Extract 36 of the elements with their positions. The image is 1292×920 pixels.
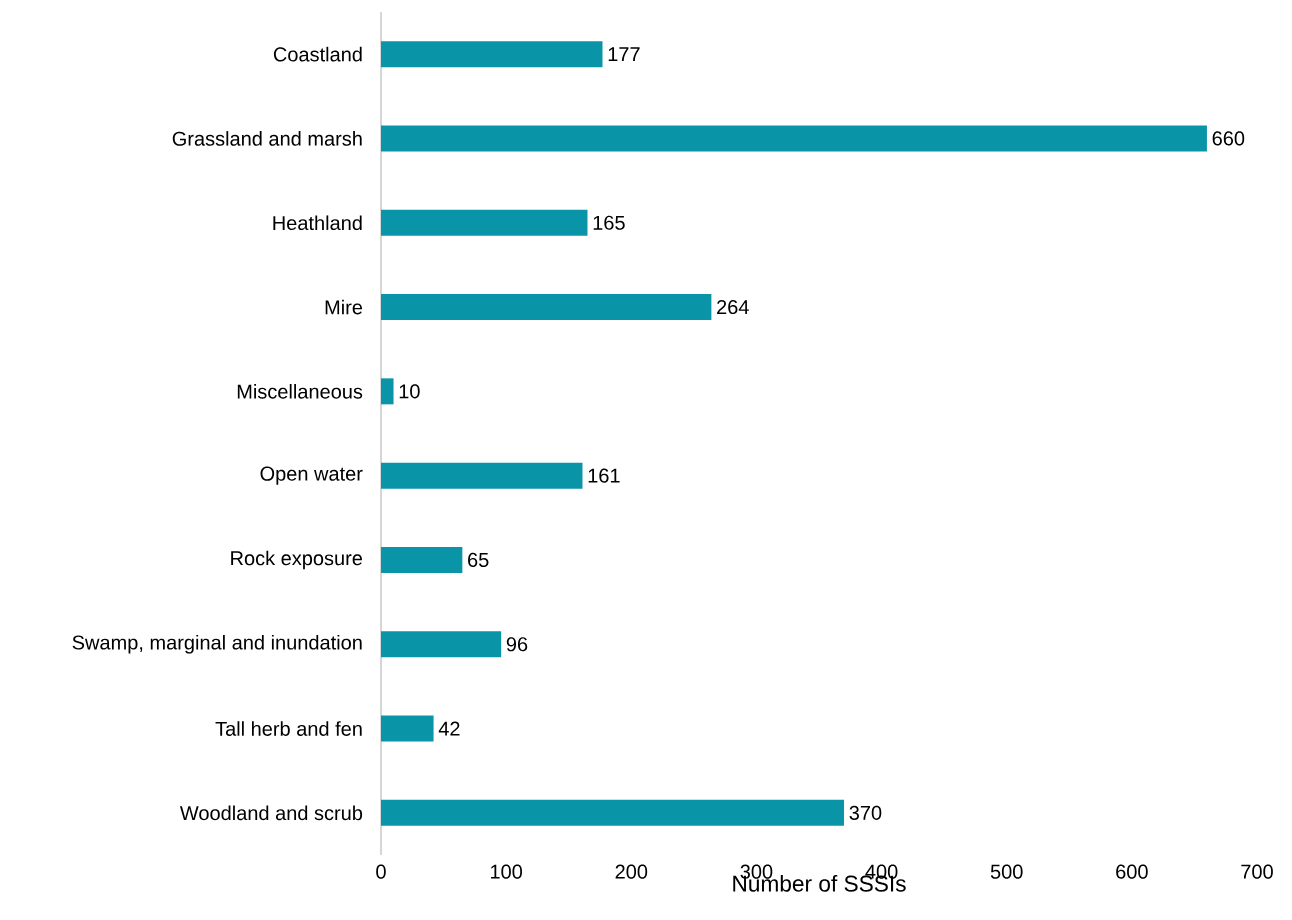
y-tick-label: Open water [260,466,363,485]
data-label: 10 [399,384,420,399]
x-tick-label: 0 [376,864,386,879]
bar [381,378,394,405]
y-tick-label: Miscellaneous [237,384,363,399]
x-tick-label: 200 [615,864,648,879]
y-tick-label: Grassland and marsh [172,131,362,146]
y-tick-label: Woodland and scrub [179,805,363,821]
bar [381,462,583,489]
data-label: 660 [1212,131,1245,146]
data-label: 370 [849,805,882,820]
x-tick-label: 500 [990,864,1023,879]
x-tick-label: 600 [1116,864,1148,879]
bar [381,715,434,742]
y-tick-label: Swamp, marginal and inundation [72,634,362,654]
x-tick-label: 700 [1241,864,1273,879]
y-tick-label: Coastland [273,46,362,62]
bar [381,125,1207,152]
data-label: 96 [506,637,528,652]
data-label: 264 [717,299,749,315]
data-label: 42 [438,721,460,736]
data-label: 165 [593,215,625,230]
bar [381,546,463,573]
data-label: 65 [468,552,489,568]
bar [381,631,502,658]
bar [381,209,588,236]
bar [381,41,603,68]
bar [381,799,845,826]
y-tick-label: Rock exposure [231,550,363,570]
y-tick-label: Mire [325,299,363,315]
y-tick-label: Heathland [273,215,362,231]
bar [381,294,712,321]
data-label: 161 [588,468,620,483]
y-tick-label: Tall herb and fen [215,721,362,736]
data-label: 177 [608,47,640,62]
x-tick-label: 100 [490,864,523,879]
